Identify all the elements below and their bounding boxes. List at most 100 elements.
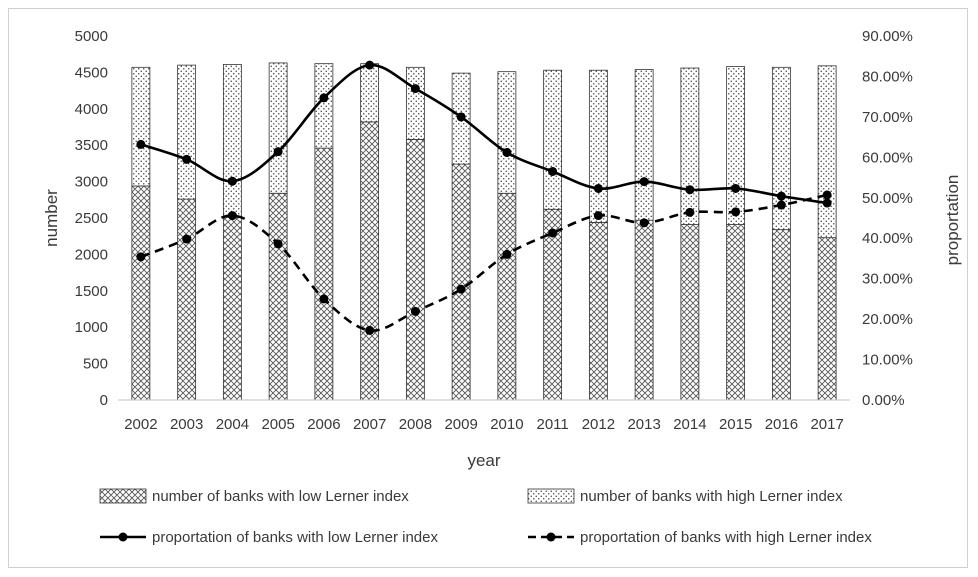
point-high-2002	[136, 252, 146, 262]
bar-low-2013	[634, 219, 654, 401]
point-low-2013	[639, 177, 649, 187]
legend-1-label: number of banks with high Lerner index	[580, 488, 843, 505]
point-high-2017	[822, 190, 832, 200]
point-high-2015	[731, 207, 741, 217]
legend-2-marker	[118, 532, 128, 542]
y-tick-label: 0	[100, 392, 108, 409]
y2-tick-label: 90.00%	[862, 28, 913, 45]
bar-low-2016	[771, 229, 791, 401]
bar-high-2008	[405, 66, 425, 140]
legend-0-swatch	[99, 488, 147, 504]
x-tick-label: 2015	[719, 416, 752, 433]
legend-1-swatch	[527, 488, 575, 504]
y2-tick-label: 60.00%	[862, 149, 913, 166]
line-high-proportion	[140, 193, 828, 332]
y2-tick-label: 20.00%	[862, 311, 913, 328]
bar-high-2011	[543, 69, 563, 210]
point-high-2012	[593, 211, 603, 221]
point-high-2009	[456, 284, 466, 294]
y-tick-label: 3500	[75, 137, 108, 154]
y2-tick-label: 50.00%	[862, 190, 913, 207]
legend-2-label: proportation of banks with low Lerner in…	[152, 529, 438, 546]
point-high-2008	[410, 306, 420, 316]
x-tick-label: 2017	[810, 416, 843, 433]
bar-high-2016	[771, 66, 791, 231]
bar-low-2014	[680, 224, 700, 401]
x-tick-label: 2009	[444, 416, 477, 433]
y-tick-label: 1000	[75, 319, 108, 336]
point-high-2010	[502, 249, 512, 259]
x-tick-label: 2012	[582, 416, 615, 433]
point-low-2006	[319, 93, 329, 103]
y-tick-label: 4500	[75, 64, 108, 81]
axes-layer: 0 500 1000 1500 2000 2500 3000 3500 4000 4500 5000…	[42, 28, 962, 470]
x-tick-label: 2010	[490, 416, 523, 433]
point-low-2017	[822, 198, 832, 208]
legend-3-label: proportation of banks with high Lerner i…	[580, 529, 872, 546]
point-high-2004	[227, 211, 237, 221]
point-high-2006	[319, 294, 329, 304]
point-low-2012	[593, 183, 603, 193]
bar-low-2007	[360, 121, 380, 401]
point-low-2014	[685, 185, 695, 195]
bar-low-2004	[222, 216, 242, 401]
y2-tick-label: 30.00%	[862, 271, 913, 288]
point-low-2003	[182, 154, 192, 164]
point-high-2007	[365, 325, 375, 335]
bar-high-2013	[634, 69, 654, 221]
y-tick-label: 2500	[75, 210, 108, 227]
bar-low-2009	[451, 163, 471, 401]
point-low-2002	[136, 139, 146, 149]
legend-3-marker	[546, 532, 556, 542]
bar-high-2010	[497, 71, 517, 194]
y-tick-label: 1500	[75, 283, 108, 300]
x-tick-label: 2014	[673, 416, 706, 433]
bar-low-2008	[405, 138, 425, 401]
x-tick-label: 2013	[627, 416, 660, 433]
point-low-2016	[776, 191, 786, 201]
x-tick-label: 2008	[399, 416, 432, 433]
bar-low-2012	[588, 221, 608, 401]
y-tick-label: 4000	[75, 101, 108, 118]
y2-tick-label: 40.00%	[862, 230, 913, 247]
point-low-2008	[410, 84, 420, 94]
bar-high-2017	[817, 65, 837, 239]
y2-tick-label: 70.00%	[862, 109, 913, 126]
y-tick-label: 500	[83, 356, 108, 373]
point-low-2010	[502, 147, 512, 157]
y2-tick-label: 0.00%	[862, 392, 905, 409]
chart-frame	[8, 8, 968, 568]
x-tick-label: 2003	[170, 416, 203, 433]
bar-low-2003	[177, 198, 197, 401]
bar-high-2014	[680, 67, 700, 225]
x-tick-label: 2005	[261, 416, 294, 433]
x-tick-label: 2002	[124, 416, 157, 433]
lines-layer	[136, 60, 832, 335]
y-tick-label: 3000	[75, 174, 108, 191]
bar-high-2007	[360, 63, 380, 123]
point-high-2003	[182, 234, 192, 244]
bar-high-2004	[222, 63, 242, 218]
bar-high-2003	[177, 64, 197, 200]
bar-low-2017	[817, 237, 837, 401]
point-high-2013	[639, 218, 649, 228]
point-high-2016	[776, 200, 786, 210]
bar-high-2002	[131, 66, 151, 187]
x-tick-label: 2011	[536, 416, 568, 433]
point-high-2005	[273, 239, 283, 249]
x-tick-label: 2006	[307, 416, 340, 433]
point-low-2004	[227, 176, 237, 186]
bar-low-2010	[497, 192, 517, 401]
bar-low-2015	[726, 224, 746, 401]
bar-high-2012	[588, 69, 608, 223]
y2-tick-label: 80.00%	[862, 68, 913, 85]
point-high-2014	[685, 207, 695, 217]
bar-low-2005	[268, 192, 288, 401]
bar-high-2005	[268, 62, 288, 194]
x-tick-label: 2007	[353, 416, 386, 433]
x-tick-label: 2016	[765, 416, 798, 433]
y2-axis-title: proportation	[943, 175, 962, 266]
y2-tick-label: 10.00%	[862, 352, 913, 369]
point-low-2005	[273, 147, 283, 157]
